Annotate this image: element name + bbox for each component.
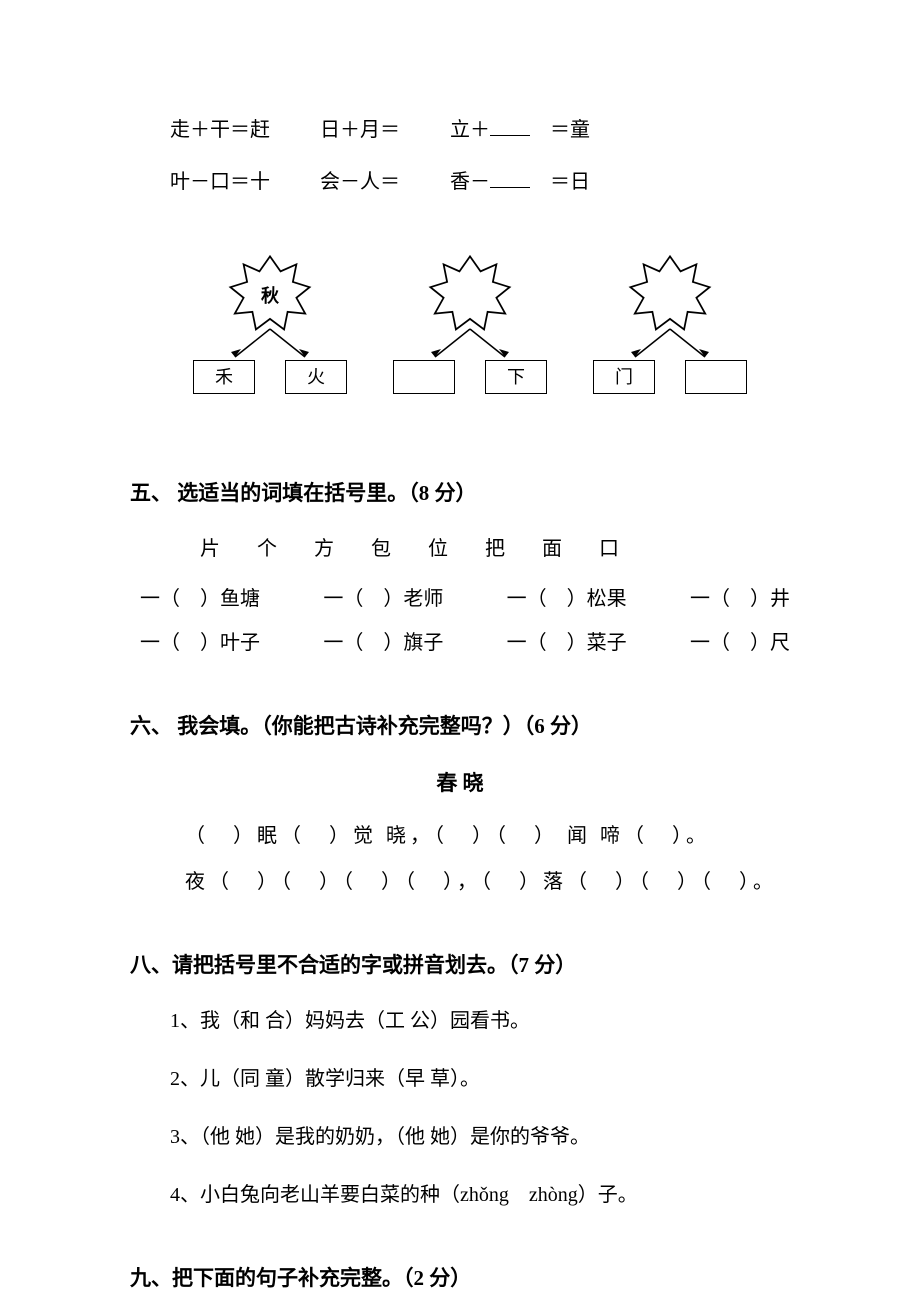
bank-word: 口 bbox=[599, 538, 621, 560]
section-5: 五、 选适当的词填在括号里。（8 分） 片 个 方 包 位 把 面 口 一（ ）… bbox=[130, 472, 790, 663]
fill-item[interactable]: 一（ ）尺 bbox=[690, 623, 790, 663]
section-8-list: 1、我（和 合）妈妈去（工 公）园看书。 2、儿（同 童）散学归来（早 草）。 … bbox=[130, 1001, 790, 1215]
q8-item[interactable]: 4、小白兔向老山羊要白菜的种（zhǒng zhòng）子。 bbox=[170, 1175, 790, 1215]
fill-row-2: 一（ ）叶子 一（ ）旗子 一（ ）菜子 一（ ）尺 bbox=[130, 623, 790, 663]
section-9-title: 九、把下面的句子补充完整。（2 分） bbox=[130, 1257, 790, 1299]
bank-word: 个 bbox=[257, 538, 279, 560]
q8-item[interactable]: 2、儿（同 童）散学归来（早 草）。 bbox=[170, 1059, 790, 1099]
bank-word: 包 bbox=[371, 538, 393, 560]
equation-1-2: 日＋月＝ bbox=[320, 110, 400, 150]
star-text: 秋 bbox=[261, 278, 279, 314]
section-5-title: 五、 选适当的词填在括号里。（8 分） bbox=[130, 472, 790, 514]
fill-row-1: 一（ ）鱼塘 一（ ）老师 一（ ）松果 一（ ）井 bbox=[130, 579, 790, 619]
rect-right[interactable]: 火 bbox=[285, 360, 347, 394]
word-bank: 片 个 方 包 位 把 面 口 bbox=[130, 529, 790, 569]
equation-1-1: 走＋干＝赶 bbox=[170, 110, 270, 150]
section-6: 六、 我会填。（你能把古诗补充完整吗？）（6 分） 春 晓 （ ）眠（ ）觉 晓… bbox=[130, 705, 790, 902]
diagram-group-1: 秋 禾 火 bbox=[185, 252, 355, 412]
rect-left: 门 bbox=[593, 360, 655, 394]
section-8: 八、请把括号里不合适的字或拼音划去。（7 分） 1、我（和 合）妈妈去（工 公）… bbox=[130, 944, 790, 1215]
bank-word: 位 bbox=[428, 538, 450, 560]
equation-row-2: 叶－口＝十 会－人＝ 香－ ＝日 bbox=[170, 162, 790, 202]
fill-item[interactable]: 一（ ）菜子 bbox=[507, 623, 627, 663]
arrows-icon bbox=[615, 327, 725, 362]
equation-2-3: 香－ ＝日 bbox=[450, 162, 590, 202]
bank-word: 方 bbox=[314, 538, 336, 560]
rect-left[interactable]: 禾 bbox=[193, 360, 255, 394]
section-8-title: 八、请把括号里不合适的字或拼音划去。（7 分） bbox=[130, 944, 790, 986]
equation-row-1: 走＋干＝赶 日＋月＝ 立＋ ＝童 bbox=[170, 110, 790, 150]
blank-input[interactable] bbox=[490, 168, 530, 188]
q8-item[interactable]: 1、我（和 合）妈妈去（工 公）园看书。 bbox=[170, 1001, 790, 1041]
bank-word: 片 bbox=[200, 538, 222, 560]
diagram-group-3: 门 bbox=[585, 252, 755, 412]
bank-word: 把 bbox=[485, 538, 507, 560]
fill-item[interactable]: 一（ ）鱼塘 bbox=[140, 579, 260, 619]
fill-item[interactable]: 一（ ）旗子 bbox=[323, 623, 443, 663]
section-9: 九、把下面的句子补充完整。（2 分） bbox=[130, 1257, 790, 1299]
diagram-group-2: 下 bbox=[385, 252, 555, 412]
rect-right[interactable] bbox=[685, 360, 747, 394]
equation-2-1: 叶－口＝十 bbox=[170, 162, 270, 202]
bank-word: 面 bbox=[542, 538, 564, 560]
character-equations: 走＋干＝赶 日＋月＝ 立＋ ＝童 叶－口＝十 会－人＝ 香－ ＝日 bbox=[130, 110, 790, 202]
poem-line-1[interactable]: （ ）眠（ ）觉 晓，（ ）（ ） 闻 啼（ ）。 bbox=[130, 816, 790, 856]
poem-line-2[interactable]: 夜（ ）（ ）（ ）（ ），（ ）落（ ）（ ）（ ）。 bbox=[130, 862, 790, 902]
fill-item[interactable]: 一（ ）井 bbox=[690, 579, 790, 619]
rect-right: 下 bbox=[485, 360, 547, 394]
q8-item[interactable]: 3、（他 她）是我的奶奶，（他 她）是你的爷爷。 bbox=[170, 1117, 790, 1157]
equation-2-2: 会－人＝ bbox=[320, 162, 400, 202]
fill-item[interactable]: 一（ ）老师 bbox=[323, 579, 443, 619]
section-6-title: 六、 我会填。（你能把古诗补充完整吗？）（6 分） bbox=[130, 705, 790, 747]
star-diagrams: 秋 禾 火 下 门 bbox=[130, 252, 790, 412]
arrows-icon bbox=[215, 327, 325, 362]
arrows-icon bbox=[415, 327, 525, 362]
fill-item[interactable]: 一（ ）松果 bbox=[507, 579, 627, 619]
blank-input[interactable] bbox=[490, 116, 530, 136]
rect-left[interactable] bbox=[393, 360, 455, 394]
equation-1-3: 立＋ ＝童 bbox=[450, 110, 590, 150]
poem-title: 春 晓 bbox=[130, 762, 790, 804]
fill-item[interactable]: 一（ ）叶子 bbox=[140, 623, 260, 663]
